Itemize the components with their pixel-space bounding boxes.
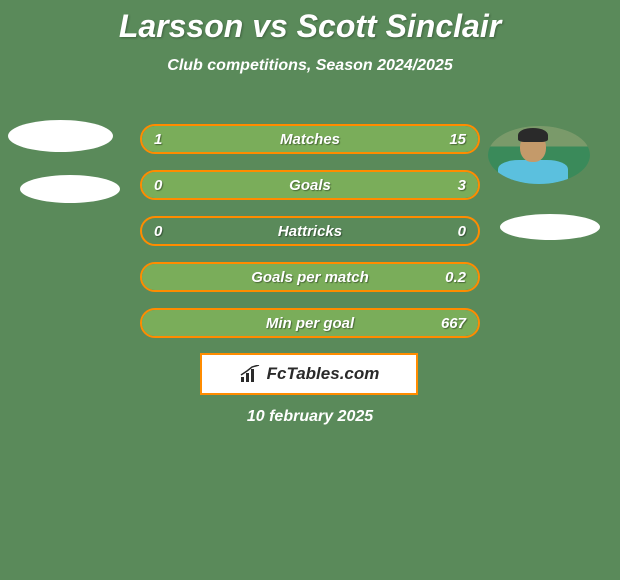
- comparison-container: Larsson vs Scott Sinclair Club competiti…: [0, 0, 620, 580]
- date-label: 10 february 2025: [0, 408, 620, 426]
- player-right-flag: [500, 214, 600, 240]
- stat-val-right: 0: [458, 223, 466, 240]
- stat-label: Min per goal: [266, 315, 354, 332]
- player-right-avatar: [488, 126, 590, 184]
- fctables-logo[interactable]: FcTables.com: [200, 353, 418, 395]
- stat-label: Goals per match: [251, 269, 369, 286]
- stat-val-left: 1: [154, 131, 162, 148]
- stat-row-mpg: Min per goal 667: [140, 308, 480, 338]
- stat-val-left: 0: [154, 223, 162, 240]
- player-left-flag: [20, 175, 120, 203]
- stat-label: Goals: [289, 177, 331, 194]
- chart-icon: [239, 365, 261, 383]
- stat-row-hattricks: 0 Hattricks 0: [140, 216, 480, 246]
- stat-val-right: 15: [449, 131, 466, 148]
- stats-list: 1 Matches 15 0 Goals 3 0 Hattricks 0 Goa…: [140, 124, 480, 354]
- player-right-photo: [488, 126, 590, 184]
- stat-label: Hattricks: [278, 223, 342, 240]
- stat-row-goals: 0 Goals 3: [140, 170, 480, 200]
- player-left-avatar: [8, 120, 113, 152]
- stat-val-right: 667: [441, 315, 466, 332]
- stat-val-left: 0: [154, 177, 162, 194]
- stat-val-right: 3: [458, 177, 466, 194]
- logo-text: FcTables.com: [267, 364, 380, 384]
- stat-val-right: 0.2: [445, 269, 466, 286]
- subtitle: Club competitions, Season 2024/2025: [0, 57, 620, 75]
- stat-label: Matches: [280, 131, 340, 148]
- page-title: Larsson vs Scott Sinclair: [0, 0, 620, 45]
- player-left-photo: [8, 120, 113, 152]
- stat-row-gpm: Goals per match 0.2: [140, 262, 480, 292]
- stat-row-matches: 1 Matches 15: [140, 124, 480, 154]
